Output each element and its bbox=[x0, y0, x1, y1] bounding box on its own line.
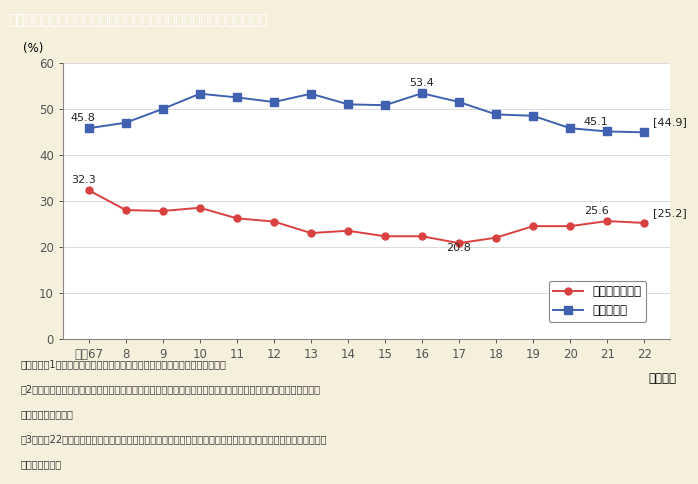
都道府県合格者 bbox=[492, 235, 500, 241]
市区合格者 bbox=[566, 125, 574, 131]
Text: 45.8: 45.8 bbox=[70, 113, 96, 123]
市区合格者 bbox=[455, 99, 463, 105]
都道府県合格者 bbox=[269, 219, 278, 225]
Line: 都道府県合格者: 都道府県合格者 bbox=[85, 187, 648, 247]
市区合格者 bbox=[158, 106, 167, 112]
市区合格者 bbox=[640, 129, 648, 135]
都道府県合格者 bbox=[232, 215, 241, 221]
Text: 2．女性合格者，男性合格者のほか，申込書に性別記入欄を設けていない試験があることから性別不明の合格者: 2．女性合格者，男性合格者のほか，申込書に性別記入欄を設けていない試験があること… bbox=[21, 384, 321, 394]
Text: [44.9]: [44.9] bbox=[653, 118, 688, 127]
都道府県合格者 bbox=[343, 228, 352, 234]
都道府県合格者 bbox=[121, 207, 130, 213]
市区合格者 bbox=[529, 113, 537, 119]
Text: (%): (%) bbox=[23, 42, 44, 55]
市区合格者 bbox=[306, 91, 315, 97]
Text: 25.6: 25.6 bbox=[584, 206, 609, 216]
Text: [25.2]: [25.2] bbox=[653, 208, 687, 218]
Text: 第１－１－９図　地方公務員採用試験合格者に占める女性割合の推移: 第１－１－９図 地方公務員採用試験合格者に占める女性割合の推移 bbox=[8, 13, 268, 27]
都道府県合格者 bbox=[566, 223, 574, 229]
Text: （備考）、1．総務省「地方公共団体の勤務条件等に関する調査」より作成。: （備考）、1．総務省「地方公共団体の勤務条件等に関する調査」より作成。 bbox=[21, 359, 227, 369]
都道府県合格者 bbox=[381, 233, 389, 239]
都道府県合格者 bbox=[306, 230, 315, 236]
市区合格者 bbox=[418, 91, 426, 96]
Text: 20.8: 20.8 bbox=[447, 243, 471, 254]
都道府県合格者 bbox=[603, 218, 611, 224]
Text: 3．平成22年度は，東日本大震災の影響により調査が困難となった２団体（岩手県の１市１町）を除いて集計し: 3．平成22年度は，東日本大震災の影響により調査が困難となった２団体（岩手県の１… bbox=[21, 435, 327, 444]
Text: ている。: ている。 bbox=[21, 460, 62, 469]
Text: 32.3: 32.3 bbox=[70, 175, 96, 185]
市区合格者 bbox=[603, 129, 611, 135]
市区合格者 bbox=[84, 125, 93, 131]
Legend: 都道府県合格者, 市区合格者: 都道府県合格者, 市区合格者 bbox=[549, 281, 646, 322]
Text: が存在する。: が存在する。 bbox=[21, 409, 74, 420]
都道府県合格者 bbox=[84, 187, 93, 193]
都道府県合格者 bbox=[418, 233, 426, 239]
都道府県合格者 bbox=[195, 205, 204, 211]
市区合格者 bbox=[269, 99, 278, 105]
市区合格者 bbox=[381, 102, 389, 108]
都道府県合格者 bbox=[455, 240, 463, 246]
都道府県合格者 bbox=[158, 208, 167, 214]
市区合格者 bbox=[343, 102, 352, 107]
市区合格者 bbox=[492, 111, 500, 117]
市区合格者 bbox=[121, 120, 130, 126]
Text: 53.4: 53.4 bbox=[410, 78, 434, 89]
都道府県合格者 bbox=[529, 223, 537, 229]
市区合格者 bbox=[232, 94, 241, 100]
Line: 市区合格者: 市区合格者 bbox=[85, 90, 648, 136]
Text: （年度）: （年度） bbox=[648, 372, 676, 385]
都道府県合格者 bbox=[640, 220, 648, 226]
市区合格者 bbox=[195, 91, 204, 97]
Text: 45.1: 45.1 bbox=[584, 117, 609, 126]
